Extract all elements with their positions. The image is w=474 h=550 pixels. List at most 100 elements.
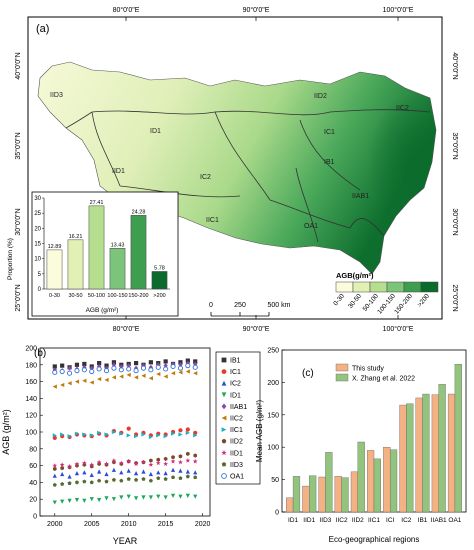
- panel-b-point: [97, 497, 102, 503]
- panel-b-point: [104, 432, 109, 437]
- panel-c-bar: [318, 476, 326, 513]
- panel-b-legend-label: IC1: [230, 369, 241, 376]
- panel-b-point: [82, 361, 87, 367]
- panel-b-point: [193, 433, 198, 438]
- panel-b-point: [74, 497, 80, 503]
- panel-b-point: [156, 494, 161, 499]
- panel-b-point: [156, 433, 161, 438]
- top-tick-100e: 100°0'0"E: [383, 6, 414, 14]
- panel-c-bar: [350, 471, 359, 513]
- panel-b-point: [163, 471, 168, 476]
- panel-b-point: [156, 371, 161, 377]
- top-tick-90e: 90°0'0"E: [243, 6, 270, 14]
- panel-b-legend-label: IB1: [230, 358, 241, 365]
- panel-b-label: (b): [34, 348, 46, 359]
- panel-b-point: [185, 369, 190, 374]
- panel-c-x-tick-label: IC2: [401, 517, 412, 524]
- panel-b-point: [126, 494, 131, 499]
- panel-b-point: [89, 462, 95, 467]
- panel-b-legend-marker: [221, 449, 227, 456]
- panel-b-x-tick-label: 2005: [84, 521, 100, 528]
- region-label-ib1: IB1: [324, 159, 335, 166]
- panel-b-legend-label: IIC1: [230, 427, 243, 434]
- panel-b-point: [97, 430, 102, 435]
- panel-c-bar: [383, 447, 391, 513]
- panel-b-point: [178, 432, 183, 437]
- panel-b-point: [74, 461, 80, 466]
- scale-bar: 0 250 500 km: [209, 302, 291, 317]
- panel-b-point: [178, 476, 183, 480]
- panel-b-point: [171, 475, 176, 480]
- panel-b-point: [156, 457, 161, 462]
- panel-b-point: [170, 363, 176, 370]
- panel-b-point: [82, 378, 87, 383]
- inset-x-tick-label: 30-50: [68, 293, 82, 299]
- panel-b-point: [155, 460, 161, 466]
- inset-y-tick-label: 20: [34, 226, 41, 232]
- panel-b-point: [74, 379, 80, 384]
- panel-b-point: [119, 478, 124, 483]
- panel-b-frame: [39, 347, 211, 517]
- panel-b-legend-marker: [221, 473, 227, 479]
- panel-b-point: [119, 470, 124, 475]
- panel-c-legend-label: This study: [352, 366, 384, 373]
- panel-b-point: [193, 470, 198, 475]
- panel-b-point: [148, 360, 153, 365]
- region-boundaries: [65, 109, 431, 243]
- panel-b-point: [89, 472, 94, 477]
- panel-b-point: [96, 366, 102, 372]
- panel-b-point: [52, 473, 57, 478]
- panel-b-point: [104, 471, 109, 477]
- panel-b-point: [185, 363, 191, 369]
- panel-b-legend-marker: [221, 438, 227, 444]
- panel-b-point: [148, 495, 153, 500]
- panel-b-point: [126, 426, 131, 431]
- panel-b-point: [104, 496, 109, 501]
- inset-bar: [109, 248, 126, 290]
- scale-label-0: 0: [209, 302, 213, 309]
- panel-b-point: [52, 369, 58, 375]
- panel-b-x-tick-label: 2000: [47, 521, 63, 528]
- panel-c-x-tick-label: ID1: [288, 517, 299, 524]
- panel-b-point: [193, 494, 198, 499]
- panel-c-x-tick-label: IB1: [418, 517, 428, 524]
- inset-y-tick-label: 5: [38, 272, 42, 278]
- panel-b-point: [140, 365, 147, 371]
- panel-b-point: [60, 466, 64, 471]
- panel-b-point: [185, 474, 190, 479]
- panel-b-point: [141, 469, 146, 474]
- panel-c-y-tick-label: 150: [267, 412, 279, 419]
- panel-b-point: [111, 429, 117, 435]
- right-tick-30n: 30°0'0"N: [451, 208, 459, 235]
- panel-b-point: [67, 481, 72, 485]
- panel-b-point: [111, 467, 117, 472]
- panel-b-point: [89, 368, 95, 375]
- panel-c-y-tick-label: 0: [275, 510, 279, 517]
- panel-c-legend: This study X. Zhang et al. 2022: [335, 363, 415, 383]
- panel-b-point: [97, 469, 102, 474]
- panel-b-point: [178, 428, 183, 433]
- region-label-iid3: IID3: [50, 92, 63, 99]
- panel-b-point: [111, 375, 117, 380]
- panel-b-point: [89, 497, 94, 502]
- panel-b-legend-label: OA1: [230, 474, 244, 481]
- inset-x-tick-label: 50-100: [88, 293, 105, 299]
- panel-b-point: [148, 367, 154, 373]
- panel-b-point: [177, 365, 183, 371]
- panel-b-series-ic2: [52, 467, 198, 479]
- right-tick-35n: 35°0'0"N: [451, 132, 459, 159]
- panel-b-series-oa1: [52, 363, 198, 376]
- panel-c-y-tick-label: 250: [267, 348, 279, 355]
- inset-bar-value-label: 12.89: [48, 244, 62, 250]
- panel-b-legend: IB1 IC1 IC2 ID1 IIAB1 IIC2 IIC1 IID2 IID1 IID3 OA1: [221, 358, 247, 481]
- inset-bar-value-label: 27.41: [90, 200, 104, 206]
- panel-c-bar: [399, 404, 407, 513]
- panel-c-bar: [341, 477, 349, 513]
- panel-b-point: [82, 432, 87, 437]
- panel-b-point: [59, 462, 65, 467]
- agb-legend-swatch: [369, 281, 388, 293]
- panel-c-legend-swatch: [335, 363, 349, 372]
- panel-c-x-tick-label: IIC2: [336, 517, 348, 524]
- panel-b-point: [74, 480, 79, 485]
- panel-b-point: [185, 427, 190, 432]
